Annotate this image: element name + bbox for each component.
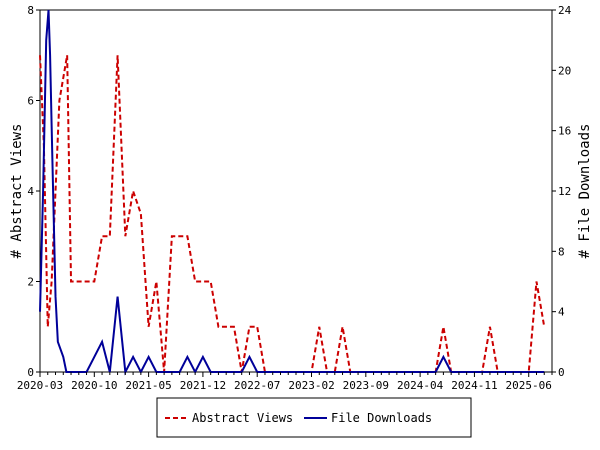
legend-label-file-downloads: File Downloads [331,411,432,425]
right-tick-label: 8 [558,245,565,258]
right-axis-title: # File Downloads [577,124,593,259]
right-tick-label: 12 [558,185,571,198]
x-tick-label: 2020-10 [71,379,117,392]
right-tick-label: 24 [558,4,572,17]
right-tick-label: 4 [558,306,565,319]
left-axis-title: # Abstract Views [9,124,25,259]
right-tick-label: 16 [558,125,571,138]
left-tick-label: 4 [27,185,34,198]
x-tick-label: 2023-09 [343,379,389,392]
left-tick-label: 8 [27,4,34,17]
x-axis: 2020-03 2020-10 2021-05 2021-12 2022-07 2023-… [17,372,553,392]
legend: Abstract Views File Downloads [156,397,472,438]
x-tick-label: 2025-06 [506,379,552,392]
legend-label-abstract-views: Abstract Views [192,411,293,425]
plot-frame [39,9,553,373]
x-tick-label: 2023-02 [288,379,334,392]
x-tick-label: 2020-03 [17,379,63,392]
x-tick-label: 2022-07 [234,379,280,392]
left-axis: 0 2 4 6 8 [27,4,40,379]
plot-area [39,9,553,373]
x-tick-label: 2021-12 [180,379,226,392]
right-tick-label: 20 [558,64,571,77]
x-tick-label: 2024-04 [397,379,444,392]
left-tick-label: 2 [27,276,34,289]
left-tick-label: 0 [27,366,34,379]
left-tick-label: 6 [27,95,34,108]
right-tick-label: 0 [558,366,565,379]
x-tick-label: 2024-11 [451,379,497,392]
x-tick-label: 2021-05 [125,379,171,392]
right-axis: 0 4 8 12 16 20 24 [552,4,572,379]
